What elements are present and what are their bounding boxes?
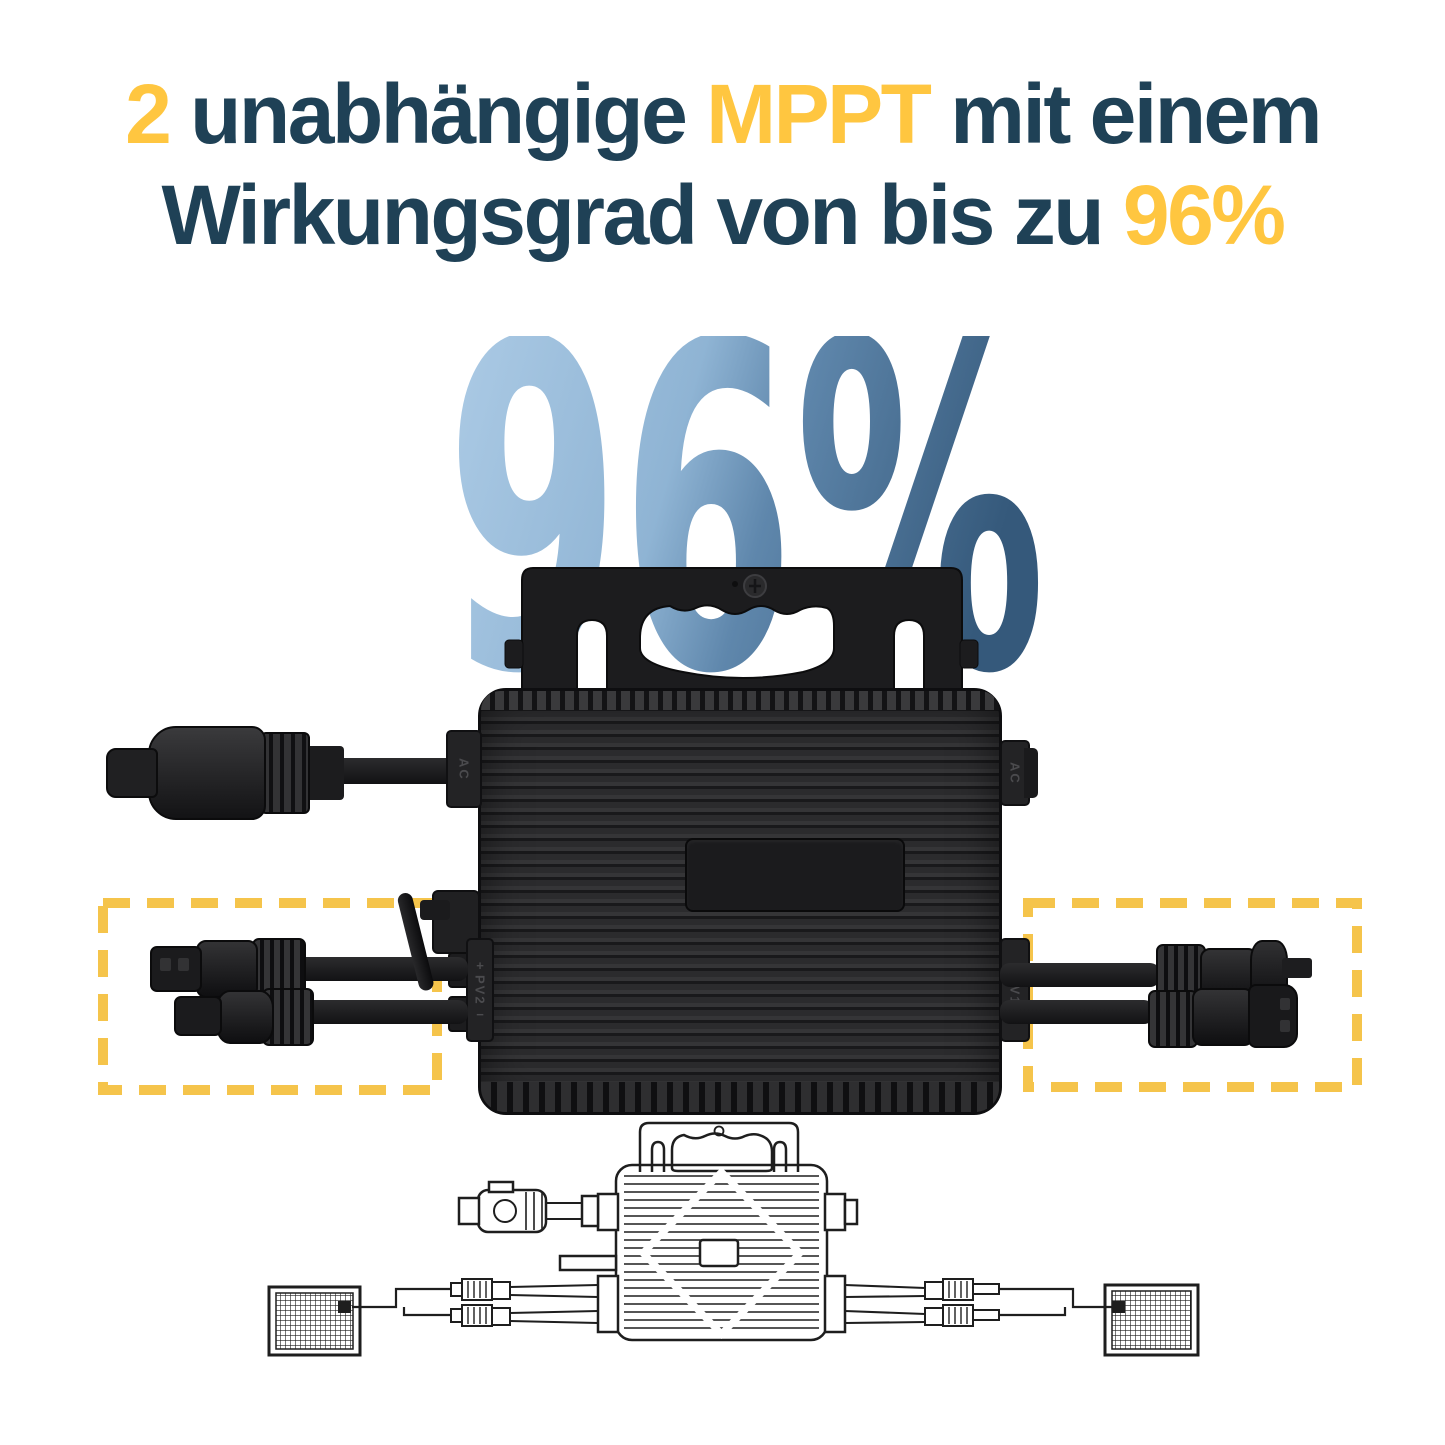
diagram-mc4-right <box>844 1278 1000 1327</box>
diagram-wires-left <box>352 1287 451 1317</box>
ac-connector-taper <box>306 746 344 800</box>
diagram-panel-right <box>1103 1283 1200 1357</box>
headline-text-3: Wirkungsgrad von bis zu <box>161 168 1123 262</box>
mc4-connector-nut <box>1148 990 1198 1048</box>
mc4-latch-hole <box>1280 1020 1290 1032</box>
mc4-connector-female-tip <box>1248 984 1298 1048</box>
mc4-latch-hole <box>160 958 171 971</box>
pv2-cable-1 <box>296 957 468 981</box>
diagram-wires-right <box>999 1287 1112 1317</box>
wiring-diagram <box>267 1121 1200 1357</box>
mc4-connector-female-tip <box>150 946 202 992</box>
ac-connector-tip <box>106 748 158 798</box>
mc4-connector-male-pin <box>1282 958 1312 978</box>
headline-text-1: unabhängige <box>169 67 707 161</box>
pv1-cable-2 <box>1000 1000 1154 1024</box>
ac-connector-collar <box>260 732 310 814</box>
bracket-tab-right <box>959 639 979 669</box>
mc4-latch-hole <box>178 958 189 971</box>
headline-line-1: 2 unabhängige MPPT mit einem <box>0 64 1445 165</box>
mc4-connector-body <box>196 940 258 998</box>
inverter-label-plate <box>685 838 905 912</box>
diagram-inverter-body <box>614 1163 829 1342</box>
ac-port-left-label: AC <box>456 757 472 781</box>
diagram-mc4-left <box>450 1278 599 1327</box>
antenna-base <box>420 900 450 920</box>
highlight-box-left <box>98 898 442 1095</box>
mc4-connector-body <box>1192 988 1254 1046</box>
pv1-cable-1 <box>1000 963 1160 987</box>
headline-text-2: mit einem <box>929 67 1322 161</box>
pv2-port-block: + PV2 − <box>466 938 494 1042</box>
ac-port-left: AC <box>446 730 482 808</box>
mc4-latch-hole <box>1280 998 1290 1010</box>
headline-number: 2 <box>125 67 172 161</box>
inverter-fins-bottom <box>481 1082 999 1112</box>
headline-mppt: MPPT <box>706 67 932 161</box>
mc4-connector-body <box>216 990 274 1044</box>
pv2-plus-label: + <box>476 957 484 973</box>
pv2-cable-2 <box>300 1000 468 1024</box>
inverter-fins-top <box>481 691 999 710</box>
diagram-screw-icon <box>713 1125 725 1137</box>
diagram-ac-connector <box>457 1180 600 1234</box>
ac-connector-body <box>148 726 266 820</box>
pv2-name-label: PV2 <box>472 974 488 1006</box>
headline-percent: 96% <box>1122 168 1286 262</box>
ac-port-right-cap <box>1024 748 1038 798</box>
headline-line-2: Wirkungsgrad von bis zu 96% <box>0 165 1445 266</box>
diagram-lines <box>267 1121 1200 1357</box>
diagram-panel-left <box>267 1285 362 1357</box>
pv1-port-block: − PV1 + <box>1000 938 1030 1042</box>
diagram-antenna <box>558 1254 618 1272</box>
bracket-tab-left <box>504 639 524 669</box>
diagram-label-plate <box>698 1238 740 1268</box>
ac-port-right-label: AC <box>1007 761 1023 785</box>
pv2-minus-label: − <box>476 1007 484 1023</box>
headline: 2 unabhängige MPPT mit einem Wirkungsgra… <box>0 64 1445 266</box>
diagram-bracket <box>638 1121 800 1172</box>
mc4-connector-male-tip <box>174 996 222 1036</box>
